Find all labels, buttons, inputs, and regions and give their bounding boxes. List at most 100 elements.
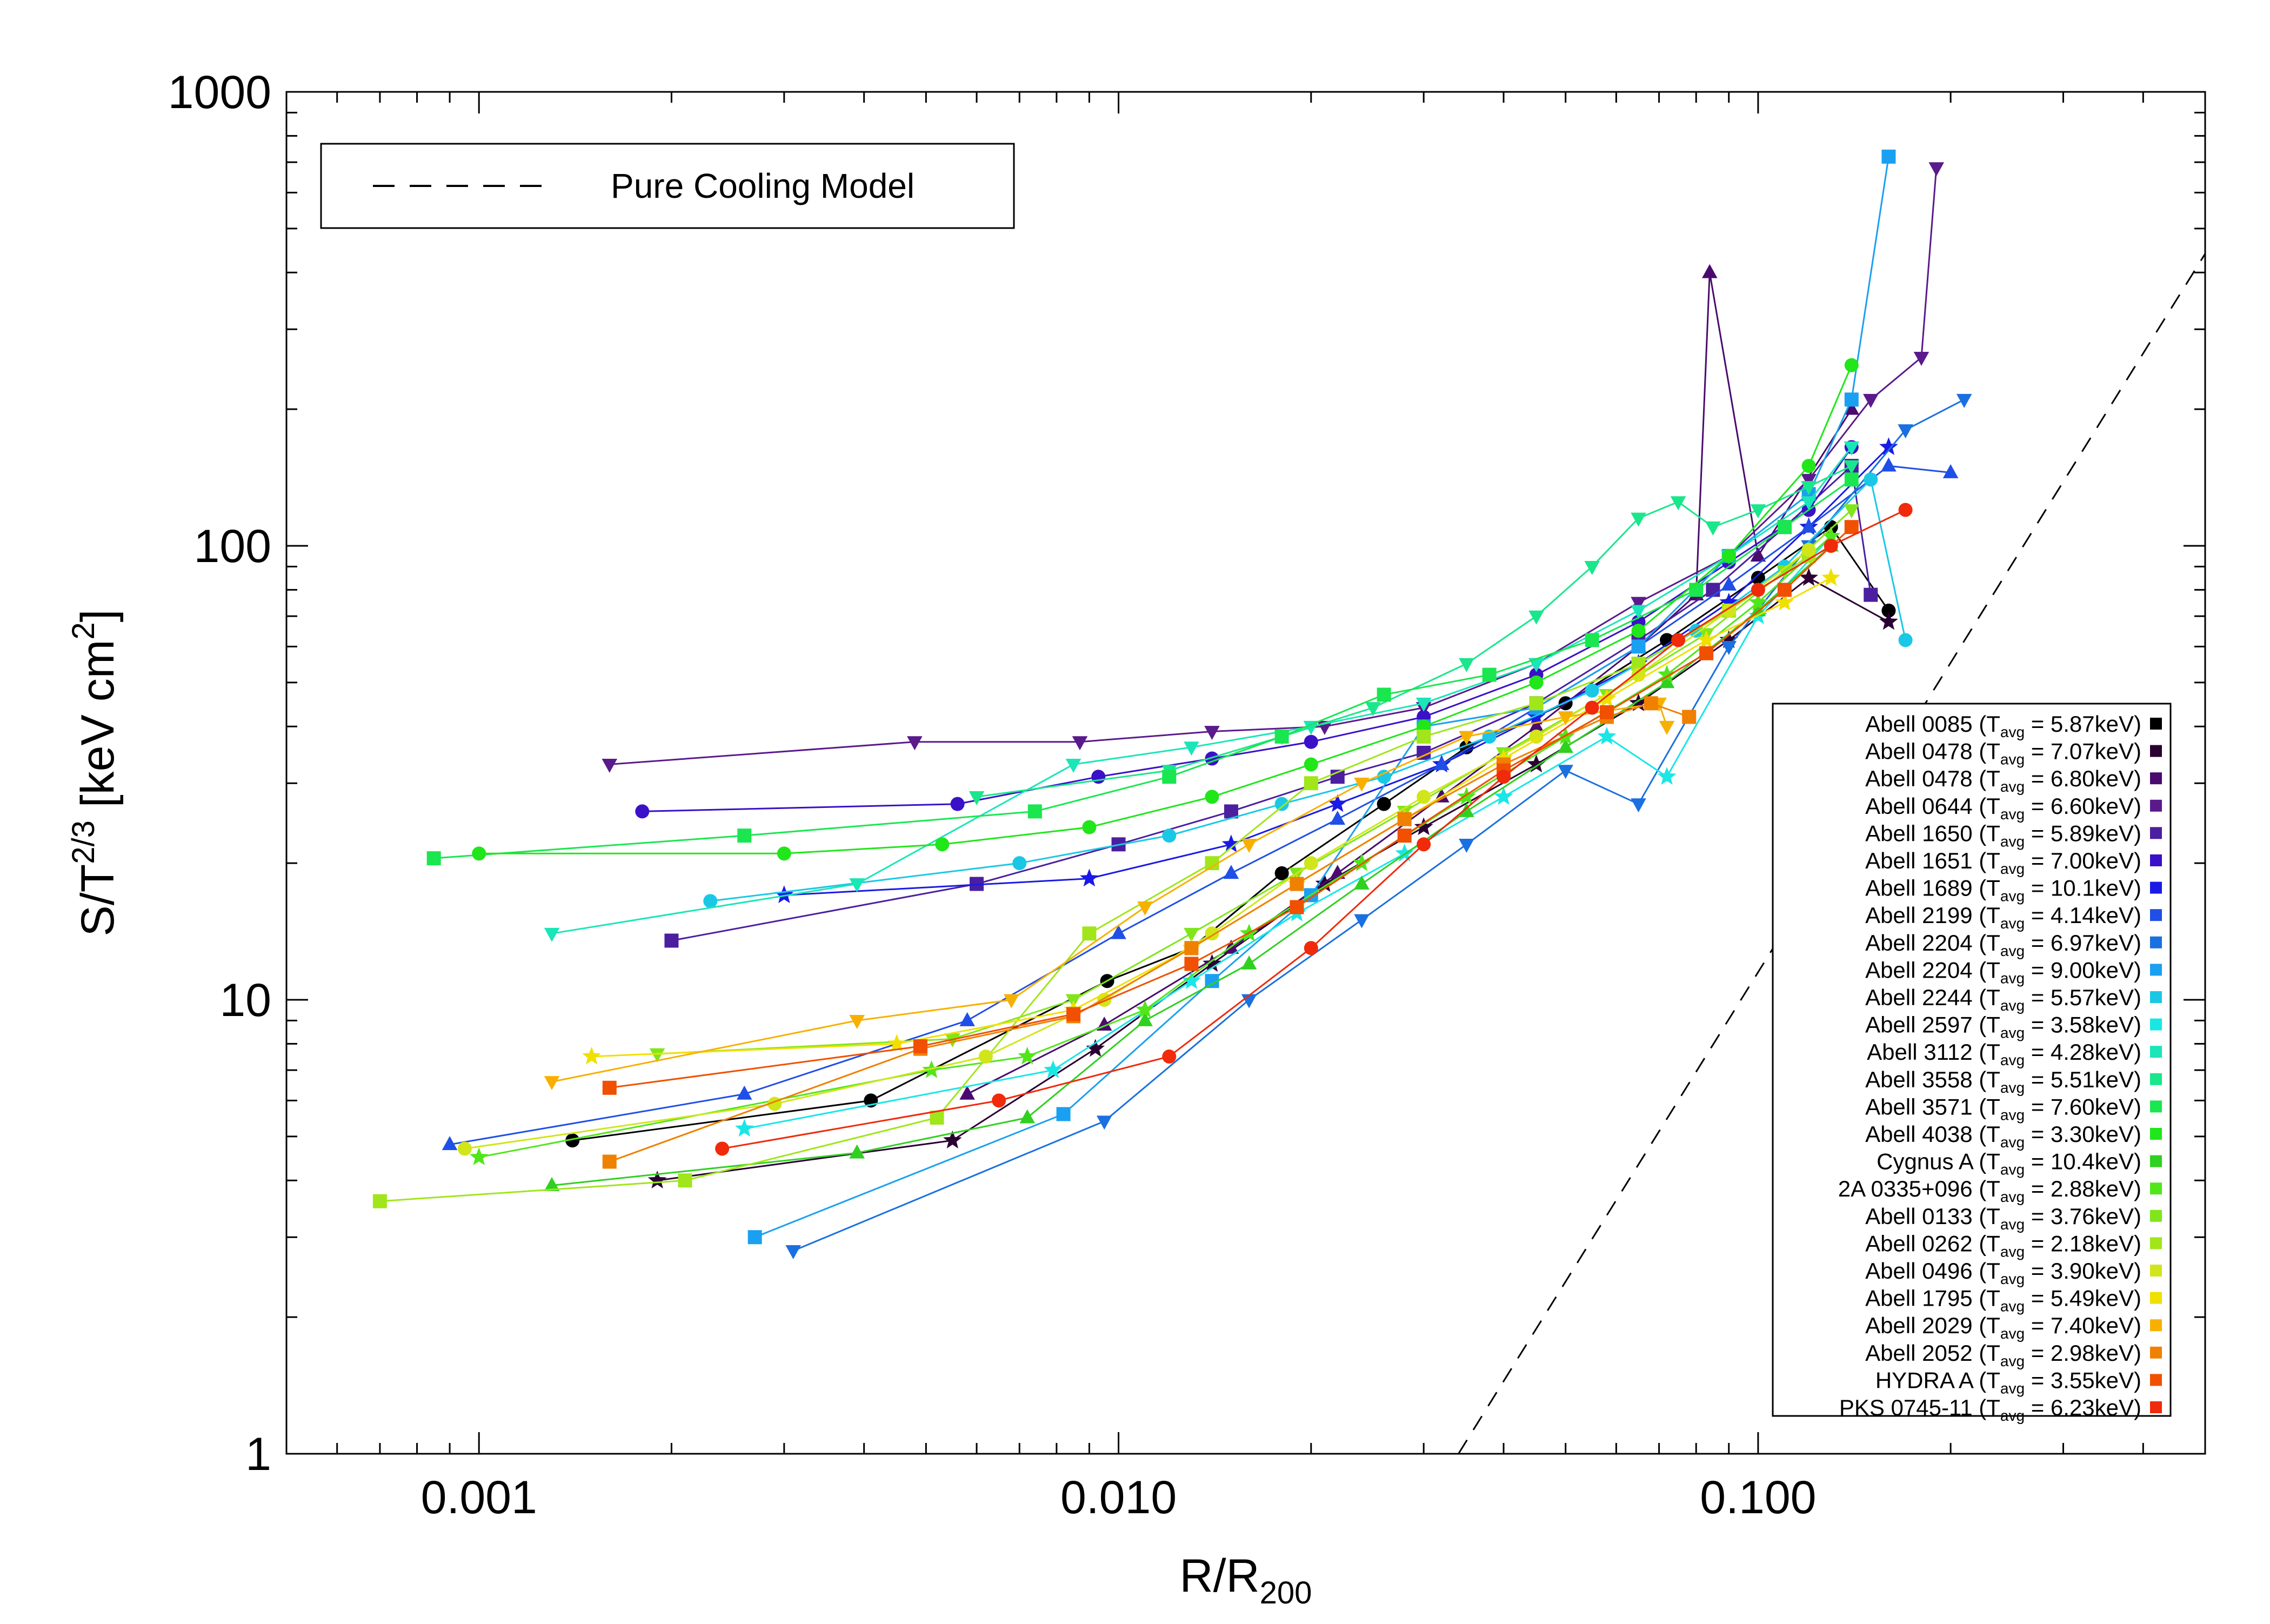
data-point	[1459, 731, 1474, 745]
series-key: Abell 0085 (Tavg = 5.87keV)Abell 0478 (T…	[1772, 703, 2172, 1424]
data-point	[1352, 853, 1371, 871]
data-point	[1631, 597, 1646, 611]
data-point	[1528, 718, 1544, 732]
data-point	[1631, 639, 1646, 654]
data-point	[1844, 460, 1860, 474]
series-21	[582, 568, 1840, 1065]
series-line	[671, 464, 1872, 941]
data-point	[1204, 726, 1220, 740]
data-point	[1671, 633, 1686, 647]
data-point	[582, 1046, 601, 1065]
key-entry-label: Abell 4038 (Tavg = 3.30keV)	[1865, 1121, 2141, 1151]
data-point	[1494, 787, 1513, 805]
data-point	[1721, 640, 1737, 655]
data-point	[1844, 472, 1859, 487]
key-entry-label: Abell 2597 (Tavg = 3.58keV)	[1865, 1012, 2141, 1041]
y-axis-label: S/T2/3 [keV cm2]	[66, 609, 124, 936]
data-point	[930, 1111, 944, 1125]
data-point	[1527, 754, 1546, 773]
x-axis-label: R/R200	[1180, 1550, 1312, 1610]
data-point	[1777, 583, 1792, 597]
series-line	[784, 446, 1890, 896]
data-point	[737, 828, 752, 843]
series-line	[479, 365, 1853, 854]
data-point	[1660, 633, 1674, 647]
series-14	[426, 472, 1859, 866]
data-point	[1304, 734, 1318, 749]
key-entry-swatch	[2150, 745, 2162, 757]
data-point	[1241, 955, 1257, 970]
key-entry-label: Abell 2244 (Tavg = 5.57keV)	[1865, 985, 2141, 1014]
data-point	[1777, 520, 1792, 534]
data-point	[1096, 1115, 1112, 1130]
data-point	[544, 927, 560, 942]
key-entry-swatch	[2150, 718, 2162, 730]
data-point	[1597, 689, 1617, 707]
model-legend-box	[320, 143, 1015, 229]
data-point	[1881, 603, 1896, 618]
key-entry-swatch	[2150, 1319, 2162, 1332]
data-point	[1395, 844, 1414, 862]
key-entry-label: 2A 0335+096 (Tavg = 2.88keV)	[1838, 1176, 2141, 1205]
data-point	[785, 1245, 801, 1259]
data-point	[678, 1173, 692, 1188]
series-25	[715, 503, 1913, 1156]
data-point	[1801, 481, 1817, 496]
series-line	[657, 577, 1890, 1181]
x-tick-label: 0.010	[1060, 1472, 1177, 1523]
key-entry-label: Abell 0496 (Tavg = 3.90keV)	[1865, 1258, 2141, 1287]
data-point	[602, 1154, 617, 1169]
data-point	[1844, 504, 1860, 519]
data-point	[1044, 1060, 1063, 1078]
data-point	[943, 1131, 962, 1148]
data-point	[1354, 914, 1370, 928]
data-point	[544, 1076, 560, 1091]
data-point	[1799, 568, 1818, 586]
key-entry-label: Abell 0085 (Tavg = 5.87keV)	[1865, 711, 2141, 740]
data-point	[1274, 866, 1289, 880]
key-entry-swatch	[2150, 1073, 2162, 1085]
data-point	[1881, 457, 1897, 472]
series-24	[602, 520, 1859, 1095]
data-point	[602, 1080, 617, 1095]
data-point	[469, 1147, 489, 1165]
data-point	[735, 1119, 754, 1137]
data-point	[1354, 777, 1370, 792]
key-entry-label: Abell 1651 (Tavg = 7.00keV)	[1865, 848, 2141, 877]
data-point	[1082, 926, 1097, 941]
key-entry-swatch	[2150, 1374, 2162, 1386]
data-point	[1864, 472, 1878, 487]
data-point	[1330, 811, 1346, 825]
key-entry-swatch	[2150, 1209, 2162, 1222]
data-point	[1864, 587, 1878, 602]
key-entry-label: Abell 0262 (Tavg = 2.18keV)	[1865, 1231, 2141, 1260]
data-point	[978, 1049, 993, 1064]
series-key-entries: Abell 0085 (Tavg = 5.87keV)Abell 0478 (T…	[1838, 711, 2162, 1424]
data-point	[1496, 770, 1511, 784]
series-20	[457, 543, 1816, 1156]
y-tick-label: 100	[194, 520, 272, 572]
key-entry-label: Abell 3558 (Tavg = 5.51keV)	[1865, 1067, 2141, 1096]
series-15	[472, 358, 1859, 861]
key-entry-swatch	[2150, 1018, 2162, 1031]
data-point	[1942, 464, 1959, 478]
key-entry-swatch	[2150, 1155, 2162, 1167]
data-point	[1290, 900, 1304, 914]
data-point	[1004, 994, 1019, 1008]
data-point	[1304, 757, 1318, 772]
data-point	[1705, 521, 1721, 536]
series-line	[966, 272, 1853, 1095]
data-point	[1529, 696, 1544, 711]
data-point	[736, 1085, 752, 1100]
data-point	[647, 1171, 667, 1188]
data-point	[1844, 400, 1860, 415]
series-6	[775, 437, 1898, 904]
data-point	[1434, 756, 1450, 770]
key-entry-label: Cygnus A (Tavg = 10.4keV)	[1877, 1149, 2141, 1178]
data-point	[1599, 705, 1614, 719]
series-line	[710, 478, 1907, 902]
data-point	[1631, 624, 1646, 638]
key-entry-label: Abell 2204 (Tavg = 9.00keV)	[1865, 957, 2141, 986]
key-entry-swatch	[2150, 1100, 2162, 1113]
